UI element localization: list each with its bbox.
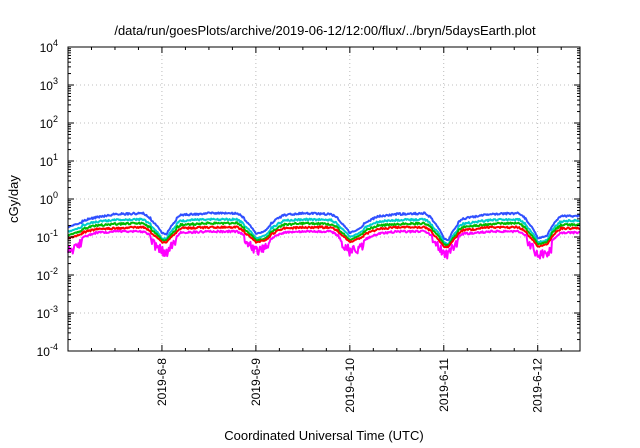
y-axis-label: cGy/day [6, 175, 21, 223]
x-axis: 2019-6-8 2019-6-9 2019-6-10 2019-6-11 2019-6… [90, 47, 562, 413]
y-tick-label: 10-4 [37, 342, 58, 359]
series-line [67, 217, 581, 246]
series-line [67, 211, 581, 242]
series-line [67, 229, 581, 260]
series-group [67, 211, 581, 260]
y-tick-label: 10-1 [37, 228, 58, 245]
y-tick-label: 101 [40, 152, 58, 169]
chart-title: /data/run/goesPlots/archive/2019-06-12/1… [114, 23, 536, 38]
y-tick-label: 103 [40, 76, 58, 93]
grid [68, 47, 580, 351]
y-axis: 10-4 10-3 10-2 10-1 100 101 102 103 104 [37, 38, 580, 359]
y-tick-label: 10-2 [37, 266, 58, 283]
y-tick-label: 104 [40, 38, 58, 55]
y-tick-label: 102 [40, 114, 58, 131]
series-line [67, 221, 581, 247]
series-line [67, 225, 581, 249]
y-tick-label: 100 [40, 190, 58, 207]
y-tick-label: 10-3 [37, 304, 58, 321]
x-tick-label: 2019-6-11 [437, 358, 451, 412]
x-axis-label: Coordinated Universal Time (UTC) [224, 428, 423, 443]
x-tick-label: 2019-6-8 [155, 358, 169, 406]
x-tick-label: 2019-6-10 [343, 358, 357, 413]
x-tick-label: 2019-6-12 [531, 358, 545, 413]
x-tick-label: 2019-6-9 [249, 358, 263, 406]
